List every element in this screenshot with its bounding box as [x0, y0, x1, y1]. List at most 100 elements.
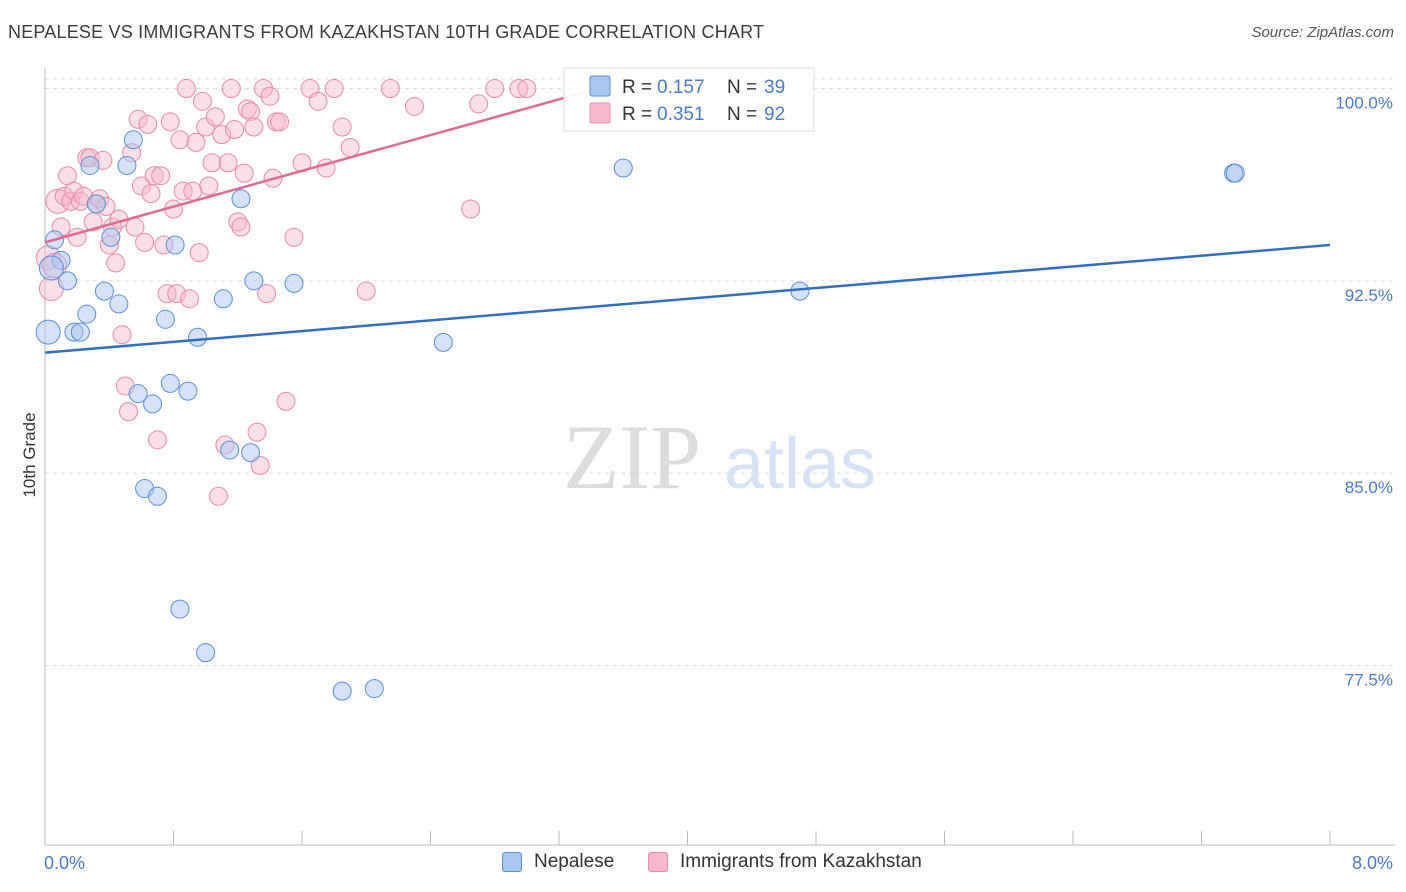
nepalese-point	[178, 381, 198, 401]
kazakhstan-point	[225, 120, 245, 140]
kazakhstan-point	[192, 91, 212, 111]
nepalese-point	[70, 322, 90, 342]
nepalese-point	[188, 327, 208, 347]
y-axis-label: 10th Grade	[20, 412, 39, 497]
kazakhstan-point	[112, 325, 132, 345]
kazakhstan-point	[221, 79, 241, 99]
nepalese-point	[94, 281, 114, 301]
nepalese-point	[117, 155, 137, 175]
nepalese-point	[155, 309, 175, 329]
kazakhstan-point	[284, 227, 304, 247]
watermark: ZIP atlas	[563, 406, 876, 508]
nepalese-point	[165, 235, 185, 255]
kazakhstan-point	[276, 391, 296, 411]
nepalese-point	[284, 273, 304, 293]
kazakhstan-point	[141, 184, 161, 204]
y-tick-label: 100.0%	[1335, 94, 1393, 113]
kazakhstan-point	[176, 79, 196, 99]
kazakhstan-point	[404, 96, 424, 116]
kazakhstan-point	[180, 289, 200, 309]
kazakhstan-trend-line	[44, 84, 608, 244]
nepalese-point	[170, 599, 190, 619]
kazakhstan-point	[237, 99, 257, 119]
kazakhstan-point	[183, 181, 203, 201]
kazakhstan-point	[205, 107, 225, 127]
nepalese-point	[147, 486, 167, 506]
stats-n-value: 92	[764, 104, 785, 125]
kazakhstan-point	[332, 117, 352, 137]
kazakhstan-point	[131, 176, 151, 196]
nepalese-point	[160, 373, 180, 393]
kazakhstan-point	[517, 79, 537, 99]
legend-item-kazakhstan[interactable]: Immigrants from Kazakhstan	[648, 851, 922, 873]
nepalese-point	[38, 255, 64, 281]
kazakhstan-point	[202, 153, 222, 173]
kazakhstan-point	[208, 486, 228, 506]
kazakhstan-point	[509, 79, 529, 99]
kazakhstan-point	[125, 217, 145, 237]
nepalese-point	[1225, 163, 1245, 183]
trend-lines	[44, 84, 1331, 354]
nepalese-point	[244, 271, 264, 291]
nepalese-point	[613, 158, 633, 178]
kazakhstan-point	[324, 79, 344, 99]
stats-n-label: N =	[727, 104, 757, 125]
series-kazakhstan-points	[35, 79, 625, 506]
stats-r-label: R =	[622, 77, 652, 98]
kazakhstan-point	[173, 181, 193, 201]
kazakhstan-point	[308, 91, 328, 111]
kazakhstan-point	[253, 79, 273, 99]
source-label: Source: ZipAtlas.com	[1251, 24, 1394, 41]
nepalese-point	[433, 332, 453, 352]
legend-label-kazakhstan: Immigrants from Kazakhstan	[680, 851, 922, 872]
stats-r-label: R =	[622, 104, 652, 125]
axes	[44, 68, 1395, 846]
kazakhstan-point	[380, 79, 400, 99]
legend-item-nepalese[interactable]: Nepalese	[502, 851, 614, 873]
kazakhstan-point	[147, 430, 167, 450]
series-nepalese-points	[35, 130, 1245, 701]
nepalese-point	[57, 271, 77, 291]
kazakhstan-point	[228, 212, 248, 232]
kazakhstan-point	[270, 112, 290, 132]
kazakhstan-point	[356, 281, 376, 301]
kazakhstan-point	[196, 117, 216, 137]
nepalese-point	[241, 443, 261, 463]
kazakhstan-point	[106, 253, 126, 273]
kazakhstan-point	[218, 153, 238, 173]
watermark-zip: ZIP	[563, 406, 701, 508]
kazakhstan-point	[485, 79, 505, 99]
nepalese-point	[35, 319, 61, 345]
kazakhstan-point	[340, 137, 360, 157]
kazakhstan-point	[64, 181, 84, 201]
kazakhstan-point	[244, 117, 264, 137]
y-tick-label: 77.5%	[1345, 670, 1393, 689]
legend-label-nepalese: Nepalese	[534, 851, 615, 872]
kazakhstan-point	[157, 284, 177, 304]
y-tick-labels: 77.5% 85.0% 92.5% 100.0%	[1335, 94, 1393, 690]
kazakhstan-point	[260, 86, 280, 106]
kazakhstan-point	[234, 163, 254, 183]
x-tick-label-max: 8.0%	[1352, 853, 1393, 873]
y-tick-label: 92.5%	[1345, 286, 1393, 305]
legend-swatch-kazakhstan	[648, 852, 668, 872]
kazakhstan-point	[199, 176, 219, 196]
chart-title: NEPALESE VS IMMIGRANTS FROM KAZAKHSTAN 1…	[8, 22, 765, 42]
nepalese-trend-line	[44, 243, 1331, 354]
nepalese-point	[143, 394, 163, 414]
kazakhstan-point	[186, 132, 206, 152]
kazakhstan-point	[167, 284, 187, 304]
nepalese-point	[196, 643, 216, 663]
nepalese-point	[101, 227, 121, 247]
kazakhstan-point	[231, 217, 251, 237]
x-tick-labels: 0.0% 8.0%	[44, 853, 1393, 873]
stats-r-value: 0.351	[657, 104, 705, 125]
kazakhstan-point	[138, 114, 158, 134]
stats-swatch	[589, 75, 611, 97]
kazakhstan-point	[257, 284, 277, 304]
nepalese-point	[220, 440, 240, 460]
nepalese-point	[231, 189, 251, 209]
nepalese-point	[123, 130, 143, 150]
kazakhstan-point	[241, 102, 261, 122]
